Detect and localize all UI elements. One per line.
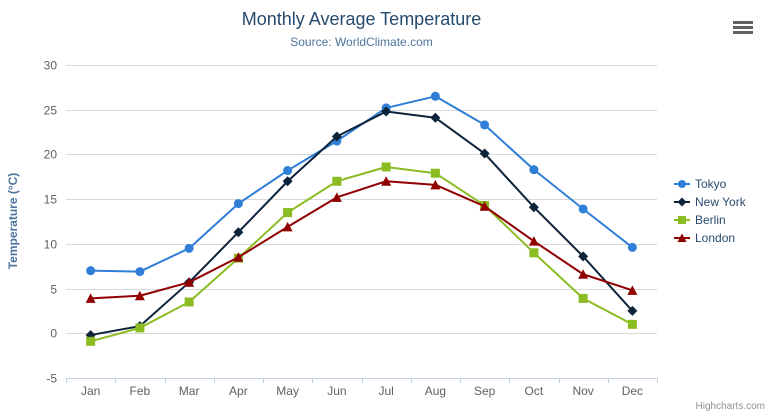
y-axis-tick-label: 15: [44, 193, 58, 207]
y-axis-title: Temperature (°C): [6, 172, 20, 270]
x-axis-tick-label: Apr: [229, 384, 248, 398]
series-new-york: [85, 106, 638, 341]
y-axis-tick-label: 20: [44, 148, 58, 162]
data-point-tokyo[interactable]: [184, 243, 194, 253]
data-point-berlin[interactable]: [283, 208, 293, 218]
series-line-berlin: [89, 165, 634, 343]
x-axis-tick-label: Dec: [622, 384, 643, 398]
series-line-new-york: [89, 110, 634, 337]
series-london: [85, 176, 638, 303]
data-point-london[interactable]: [85, 293, 96, 303]
legend: Tokyo New York Berlin London: [674, 177, 746, 245]
y-axis-tick-label: 30: [44, 59, 58, 73]
chart-subtitle: Source: WorldClimate.com: [290, 35, 433, 49]
data-point-new-york[interactable]: [381, 106, 392, 117]
data-point-tokyo[interactable]: [135, 267, 145, 277]
legend-label: New York: [695, 195, 746, 209]
x-axis-tick-label: Jun: [327, 384, 346, 398]
x-axis-tick-label: Jul: [378, 384, 393, 398]
data-point-tokyo[interactable]: [578, 204, 588, 214]
data-point-new-york[interactable]: [578, 251, 589, 262]
data-point-berlin[interactable]: [627, 319, 637, 329]
x-axis-tick-label: Sep: [474, 384, 496, 398]
data-point-london[interactable]: [479, 201, 490, 211]
data-point-london[interactable]: [233, 252, 244, 262]
x-axis-tick-label: Nov: [572, 384, 593, 398]
hamburger-menu-icon: [733, 31, 753, 34]
legend-item-new-york[interactable]: New York: [674, 195, 746, 209]
diamond-legend-marker-icon: [674, 197, 690, 207]
data-point-tokyo[interactable]: [480, 120, 490, 130]
data-point-tokyo[interactable]: [529, 165, 539, 175]
hamburger-menu-icon: [733, 21, 753, 24]
y-axis-tick-label: 0: [50, 327, 57, 341]
y-axis-tick-label: 10: [44, 238, 58, 252]
data-point-berlin[interactable]: [86, 336, 96, 346]
data-point-tokyo[interactable]: [430, 91, 440, 101]
data-point-london[interactable]: [627, 285, 638, 295]
legend-label: Berlin: [695, 213, 726, 227]
y-axis-tick-label: -5: [46, 372, 57, 386]
credits-link[interactable]: Highcharts.com: [695, 401, 765, 412]
data-point-new-york[interactable]: [430, 112, 441, 123]
data-point-london[interactable]: [381, 176, 392, 186]
series-tokyo: [86, 91, 637, 277]
x-axis-tick-label: Jan: [81, 384, 100, 398]
data-point-berlin[interactable]: [578, 293, 588, 303]
data-point-london[interactable]: [528, 236, 539, 246]
data-point-berlin[interactable]: [381, 162, 391, 172]
data-point-berlin[interactable]: [184, 297, 194, 307]
data-point-berlin[interactable]: [135, 323, 145, 333]
data-point-tokyo[interactable]: [86, 266, 96, 276]
x-axis-tick-label: Oct: [525, 384, 544, 398]
export-menu-button[interactable]: [733, 21, 753, 34]
x-axis-tick-label: Feb: [130, 384, 151, 398]
legend-item-london[interactable]: London: [674, 231, 746, 245]
chart-title: Monthly Average Temperature: [241, 9, 482, 29]
legend-item-berlin[interactable]: Berlin: [674, 213, 746, 227]
legend-label: Tokyo: [695, 177, 727, 191]
data-point-berlin[interactable]: [529, 248, 539, 258]
data-point-new-york[interactable]: [528, 202, 539, 213]
data-point-london[interactable]: [578, 269, 589, 279]
circle-legend-marker-icon: [674, 180, 690, 188]
data-point-london[interactable]: [134, 290, 145, 301]
data-point-london[interactable]: [282, 221, 293, 232]
data-point-new-york[interactable]: [233, 227, 244, 238]
y-axis-tick-label: 25: [44, 104, 58, 118]
data-point-new-york[interactable]: [627, 305, 638, 316]
data-point-london[interactable]: [430, 179, 441, 190]
data-point-berlin[interactable]: [332, 176, 342, 186]
data-point-tokyo[interactable]: [283, 166, 293, 176]
x-axis-tick-label: Aug: [425, 384, 446, 398]
legend-item-tokyo[interactable]: Tokyo: [674, 177, 746, 191]
x-axis-tick-label: May: [276, 384, 299, 398]
legend-label: London: [695, 231, 736, 245]
x-axis-tick-label: Mar: [179, 384, 200, 398]
data-point-berlin[interactable]: [430, 168, 440, 178]
hamburger-menu-icon: [733, 26, 753, 29]
data-point-new-york[interactable]: [331, 131, 342, 142]
square-legend-marker-icon: [674, 216, 690, 224]
y-axis-tick-label: 5: [50, 283, 57, 297]
triangle-legend-marker-icon: [674, 233, 690, 242]
data-point-new-york[interactable]: [282, 176, 293, 187]
series-line-london: [89, 180, 634, 300]
data-point-tokyo[interactable]: [233, 199, 243, 209]
data-point-london[interactable]: [331, 192, 342, 202]
data-point-london[interactable]: [184, 277, 195, 287]
series-line-tokyo: [89, 95, 634, 273]
data-point-tokyo[interactable]: [627, 242, 637, 252]
data-point-new-york[interactable]: [479, 148, 490, 159]
